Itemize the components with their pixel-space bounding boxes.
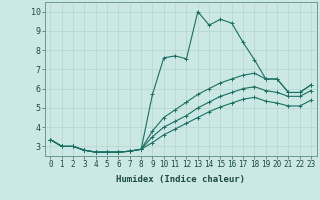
X-axis label: Humidex (Indice chaleur): Humidex (Indice chaleur)	[116, 175, 245, 184]
